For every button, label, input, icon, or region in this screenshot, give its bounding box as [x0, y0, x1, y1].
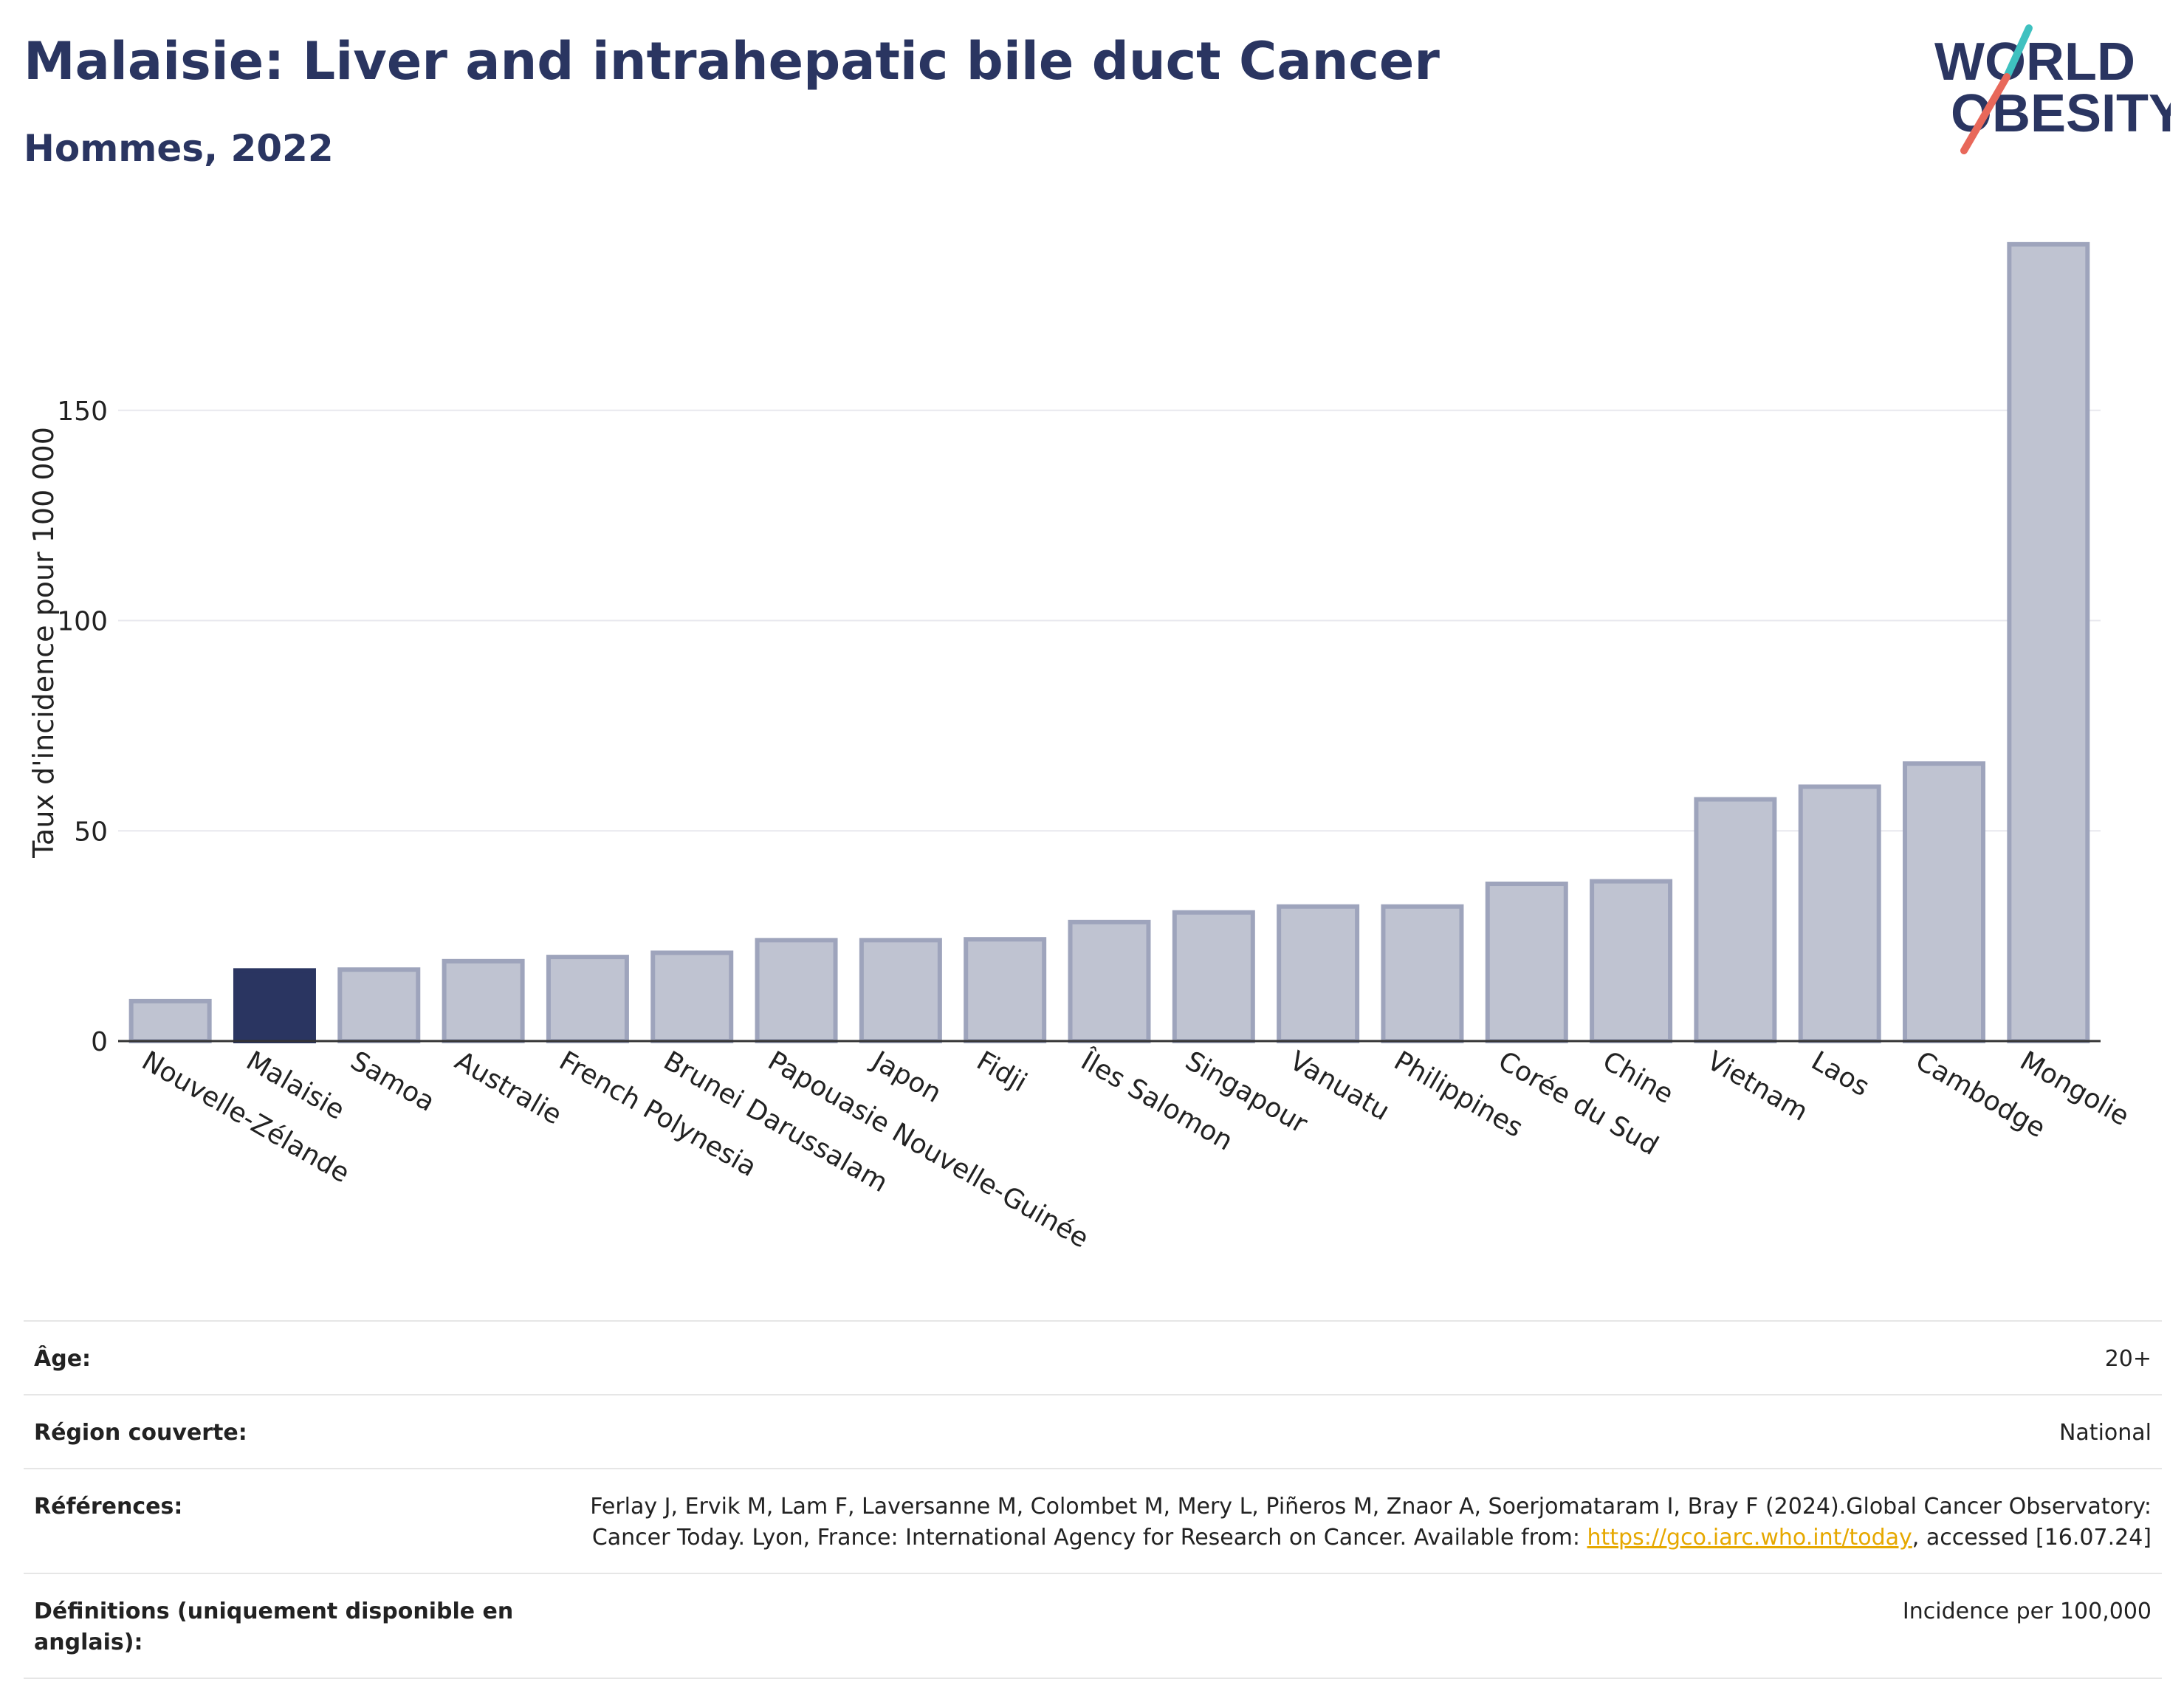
- bar-brunei-darussalam: [650, 950, 734, 1043]
- info-row-age: Âge: 20+: [24, 1320, 2162, 1394]
- x-tick-label: Chine: [1598, 1046, 1679, 1110]
- reference-link[interactable]: https://gco.iarc.who.int/today: [1587, 1525, 1912, 1551]
- bar-vietnam: [1694, 797, 1777, 1043]
- x-tick-label: Japon: [866, 1045, 947, 1109]
- bar-australie: [442, 958, 525, 1044]
- y-axis-label: Taux d'incidence pour 100 000: [27, 427, 60, 859]
- x-tick-label: Vietnam: [1702, 1046, 1813, 1127]
- info-row-region: Région couverte: National: [24, 1394, 2162, 1468]
- chart-subtitle: Hommes, 2022: [24, 127, 334, 170]
- x-tick-label: Australie: [450, 1046, 566, 1130]
- x-tick-label: Fidji: [972, 1046, 1032, 1098]
- x-tick-label: French Polynesia: [554, 1046, 761, 1183]
- bar-french-polynesia: [546, 955, 629, 1043]
- info-value: Incidence per 100,000: [1902, 1599, 2152, 1624]
- info-value: National: [2058, 1420, 2152, 1446]
- bar--les-salomon: [1068, 919, 1151, 1044]
- info-label: Définitions (uniquement disponible en an…: [34, 1599, 514, 1655]
- info-value: Ferlay J, Ervik M, Lam F, Laversanne M, …: [542, 1491, 2152, 1553]
- info-label: Âge:: [34, 1346, 92, 1372]
- grid-lines: [118, 409, 2101, 832]
- info-label: Région couverte:: [34, 1420, 247, 1446]
- world-obesity-logo: WORLD OBESITY: [1934, 24, 2171, 154]
- bar-malaisie: [233, 968, 316, 1043]
- y-tick-label: 50: [74, 817, 108, 847]
- y-tick-label: 150: [57, 396, 108, 427]
- bar-laos: [1798, 784, 1881, 1043]
- bar-fidji: [964, 937, 1047, 1044]
- logo-line1: WORLD: [1934, 32, 2135, 92]
- bar-mongolie: [2007, 241, 2090, 1043]
- y-tick-labels: 0 50 100 150: [57, 396, 108, 1057]
- logo-slash-red: [1960, 73, 2010, 154]
- info-row-references: Références: Ferlay J, Ervik M, Lam F, La…: [24, 1468, 2162, 1573]
- bars: [118, 241, 2101, 1044]
- chart-title: Malaisie: Liver and intrahepatic bile du…: [24, 31, 1440, 92]
- info-label: Références:: [34, 1494, 183, 1520]
- y-tick-label: 0: [91, 1027, 108, 1057]
- bar-cambodge: [1903, 761, 1986, 1043]
- info-table: Âge: 20+ Région couverte: National Référ…: [24, 1320, 2162, 1679]
- bar-cor-e-du-sud: [1485, 882, 1568, 1043]
- x-tick-label: Samoa: [346, 1046, 440, 1118]
- bar-vanuatu: [1277, 904, 1360, 1044]
- bar-chine: [1590, 879, 1673, 1043]
- y-tick-label: 100: [57, 607, 108, 637]
- info-row-definitions: Définitions (uniquement disponible en an…: [24, 1573, 2162, 1679]
- bar-papouasie-nouvelle-guin-e: [755, 938, 838, 1043]
- reference-text: Ferlay J, Ervik M, Lam F, Laversanne M, …: [590, 1494, 2152, 1551]
- reference-text-end: , accessed [16.07.24]: [1912, 1525, 2152, 1551]
- bar-singapour: [1172, 910, 1255, 1044]
- bar-samoa: [337, 967, 421, 1043]
- logo-slash-teal: [2003, 24, 2033, 80]
- bar-japon: [859, 938, 942, 1043]
- bar-nouvelle-z-lande: [128, 998, 212, 1044]
- bar-philippines: [1381, 904, 1464, 1044]
- info-value: 20+: [2104, 1346, 2152, 1372]
- x-tick-label: Laos: [1806, 1046, 1874, 1102]
